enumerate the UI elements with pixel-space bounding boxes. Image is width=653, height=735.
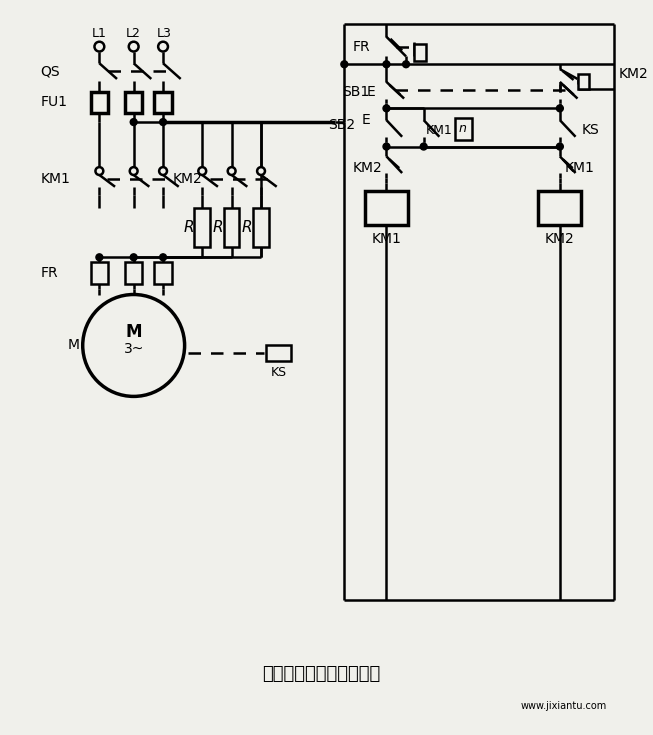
Text: M: M [68, 338, 80, 353]
Text: n: n [459, 123, 467, 135]
Circle shape [556, 143, 564, 150]
Text: FR: FR [40, 266, 58, 280]
Text: E: E [362, 113, 371, 127]
Bar [224, 208, 240, 248]
Text: KM2: KM2 [173, 172, 202, 186]
Circle shape [130, 254, 137, 261]
Text: KM1: KM1 [40, 172, 71, 186]
Text: KS: KS [270, 366, 287, 379]
Text: R: R [242, 220, 253, 235]
Bar [577, 74, 589, 89]
Text: 3~: 3~ [123, 343, 144, 356]
Bar [455, 118, 471, 140]
Text: KS: KS [581, 123, 599, 137]
Circle shape [403, 61, 409, 68]
Text: R: R [183, 220, 194, 235]
Bar [538, 190, 581, 225]
Text: KM2: KM2 [545, 232, 575, 245]
Circle shape [130, 118, 137, 126]
Bar [195, 208, 210, 248]
Text: QS: QS [40, 64, 60, 78]
Circle shape [383, 143, 390, 150]
Text: SB1: SB1 [342, 85, 370, 98]
Circle shape [159, 167, 167, 175]
Bar [154, 92, 172, 113]
Circle shape [421, 143, 427, 150]
Circle shape [228, 167, 236, 175]
Bar [91, 262, 108, 284]
Text: KM1: KM1 [565, 161, 595, 175]
Circle shape [96, 254, 103, 261]
Circle shape [257, 167, 265, 175]
Bar [125, 92, 142, 113]
Circle shape [158, 42, 168, 51]
Circle shape [95, 42, 104, 51]
Text: L2: L2 [126, 27, 141, 40]
Bar [154, 262, 172, 284]
Circle shape [129, 42, 138, 51]
Text: E: E [367, 85, 375, 98]
Text: www.jixiantu.com: www.jixiantu.com [520, 701, 607, 711]
Bar [266, 345, 291, 361]
Text: KM1: KM1 [372, 232, 402, 245]
Text: L1: L1 [92, 27, 107, 40]
Circle shape [95, 167, 103, 175]
Bar [414, 43, 426, 61]
Text: KM1: KM1 [426, 124, 453, 137]
Text: SB2: SB2 [328, 118, 355, 132]
Circle shape [199, 167, 206, 175]
Text: KM2: KM2 [618, 67, 648, 81]
Text: R: R [213, 220, 223, 235]
Text: L3: L3 [157, 27, 172, 40]
Circle shape [556, 105, 564, 112]
Bar [365, 190, 408, 225]
Circle shape [383, 105, 390, 112]
Text: FU1: FU1 [40, 96, 67, 110]
Circle shape [159, 118, 167, 126]
Text: M: M [125, 323, 142, 341]
Bar [253, 208, 269, 248]
Text: FR: FR [352, 40, 370, 54]
Text: 单向反接制动的控制线路: 单向反接制动的控制线路 [262, 664, 380, 683]
Circle shape [341, 61, 348, 68]
Circle shape [159, 254, 167, 261]
Text: KM2: KM2 [352, 161, 382, 175]
Circle shape [383, 61, 390, 68]
Bar [91, 92, 108, 113]
Bar [125, 262, 142, 284]
Circle shape [130, 167, 138, 175]
